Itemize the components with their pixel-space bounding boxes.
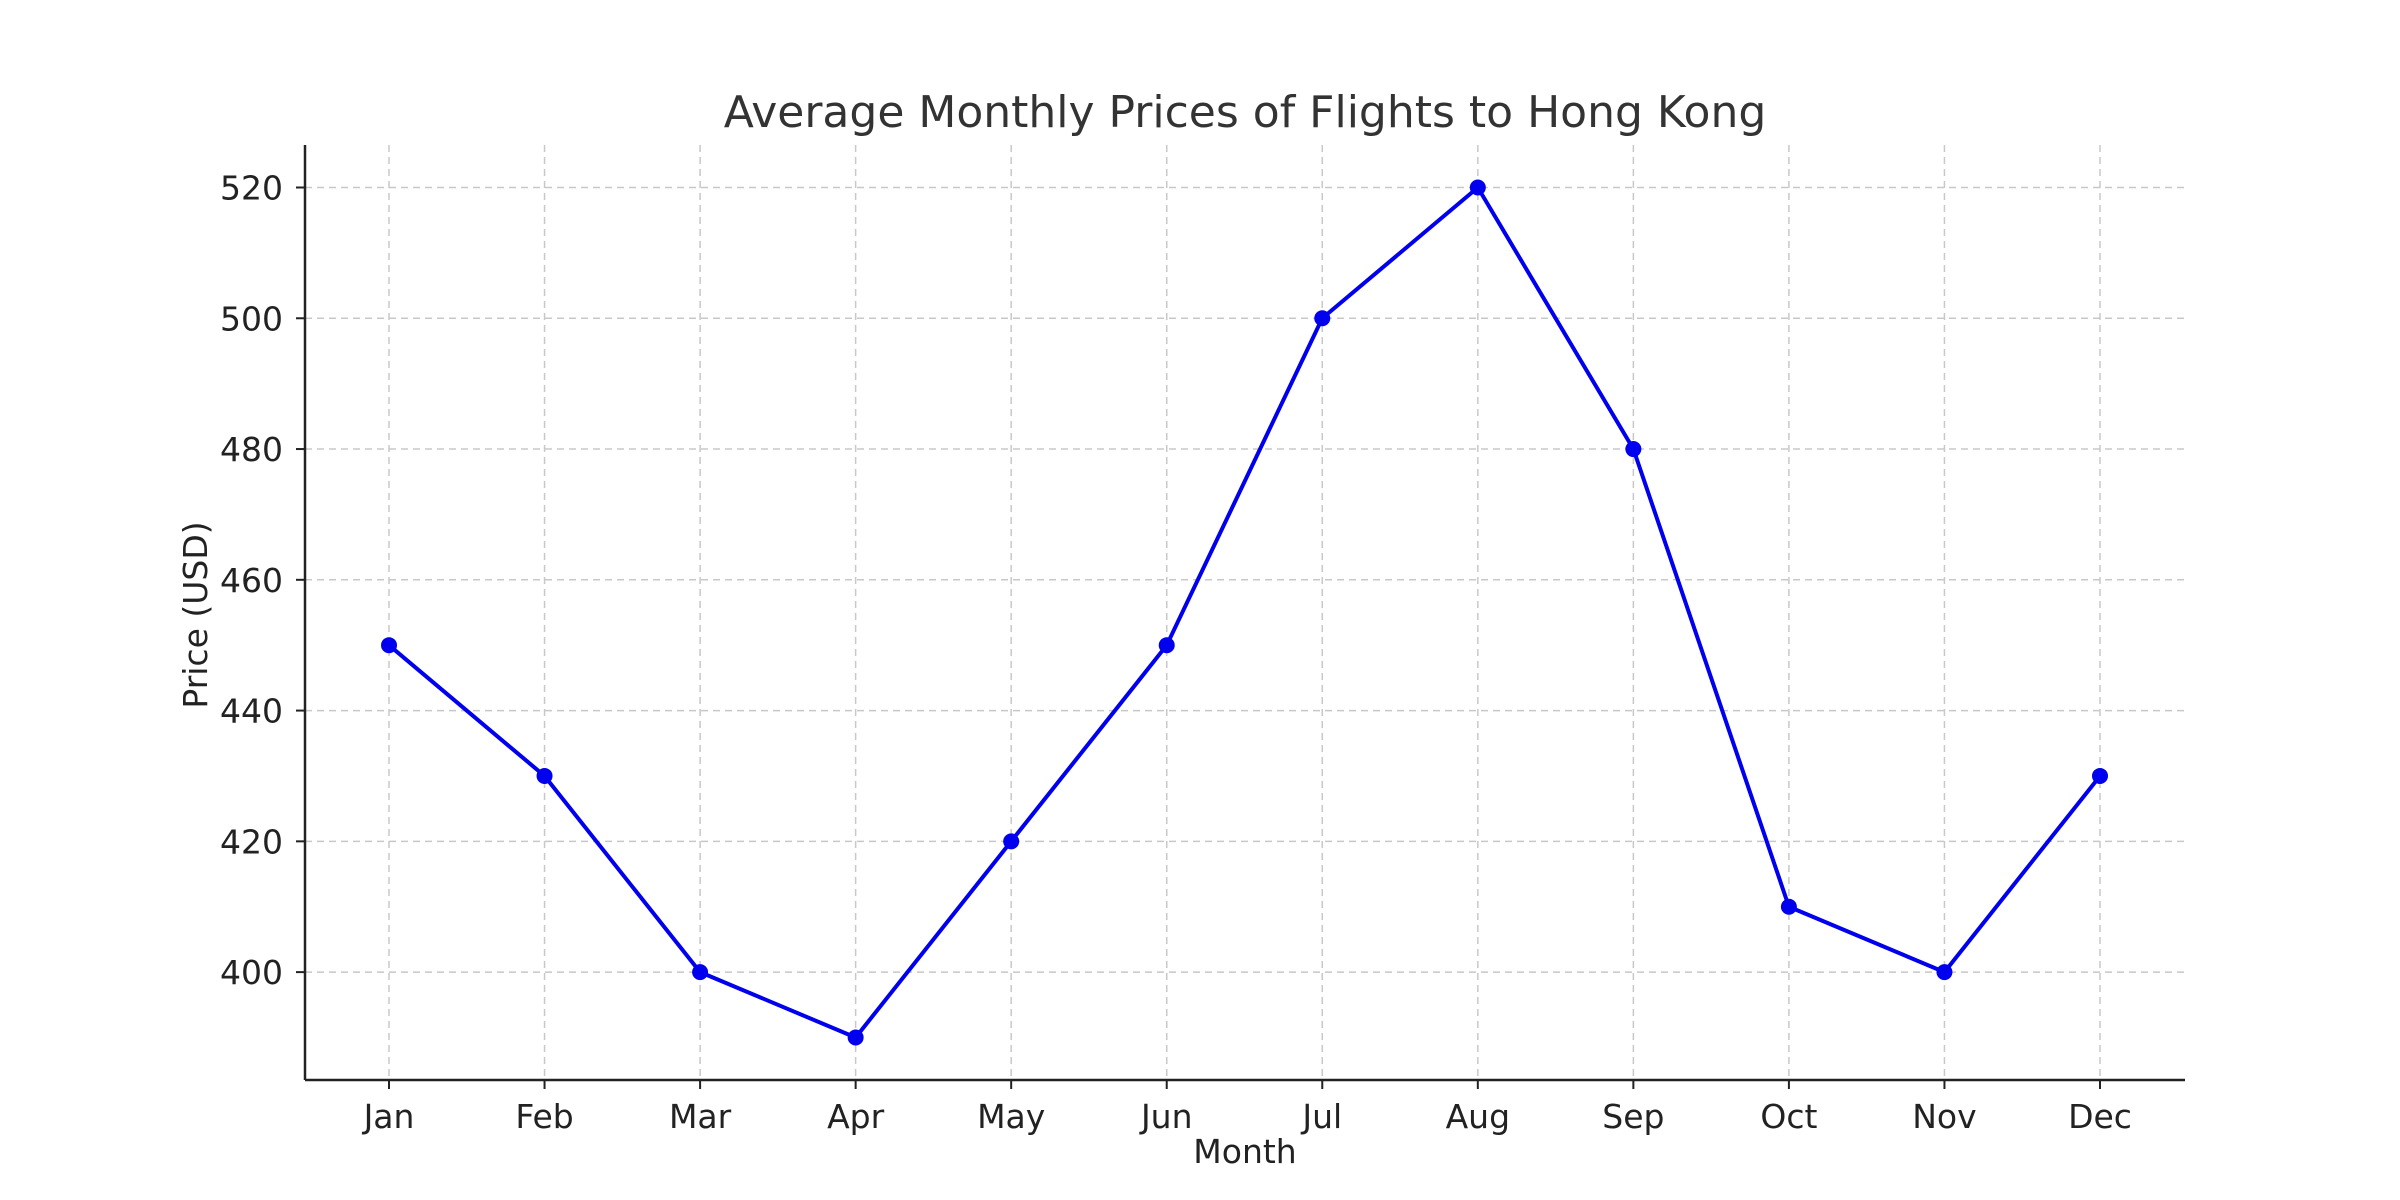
x-tick-label: Oct [1760, 1097, 1817, 1136]
data-point-may [1003, 833, 1020, 850]
x-tick-label: Aug [1446, 1097, 1510, 1136]
data-point-oct [1780, 898, 1797, 915]
y-tick-label: 500 [220, 299, 283, 338]
grid [305, 145, 2185, 1080]
series-line [387, 185, 2102, 1040]
y-tick-label: 520 [220, 169, 283, 208]
data-point-nov [1936, 964, 1953, 981]
data-point-jul [1314, 310, 1331, 327]
x-axis-label: Month [1193, 1132, 1296, 1171]
x-tick-label: Dec [2068, 1097, 2132, 1136]
data-point-jun [1158, 637, 1175, 654]
data-point-sep [1625, 441, 1642, 458]
y-tick-label: 480 [220, 430, 283, 469]
x-tick-label: Mar [669, 1097, 732, 1136]
data-point-feb [536, 767, 553, 784]
x-tick-label: Feb [515, 1097, 573, 1136]
x-tick-label: Jul [1300, 1097, 1342, 1136]
x-tick-label: Jan [362, 1097, 415, 1136]
data-point-mar [692, 964, 709, 981]
data-point-aug [1469, 179, 1486, 196]
x-tick-label: Jun [1139, 1097, 1193, 1136]
y-tick-label: 400 [220, 953, 283, 992]
y-axis-label: Price (USD) [176, 521, 215, 708]
axes [303, 145, 2185, 1082]
y-tick-label: 420 [220, 822, 283, 861]
x-tick-label: May [977, 1097, 1045, 1136]
data-point-apr [847, 1029, 864, 1046]
tick-labels: Jan Feb Mar Apr May Jun Jul Aug Sep Oct Nov Dec 400 4… [220, 169, 2132, 1137]
chart-title: Average Monthly Prices of Flights to Hon… [724, 87, 1767, 138]
x-tick-label: Apr [827, 1097, 885, 1136]
data-series [381, 179, 2108, 1046]
x-tick-label: Sep [1602, 1097, 1664, 1136]
y-tick-label: 460 [220, 561, 283, 600]
y-tick-label: 440 [220, 692, 283, 731]
x-tick-label: Nov [1912, 1097, 1976, 1136]
data-point-jan [381, 637, 397, 654]
data-point-dec [2092, 767, 2108, 784]
